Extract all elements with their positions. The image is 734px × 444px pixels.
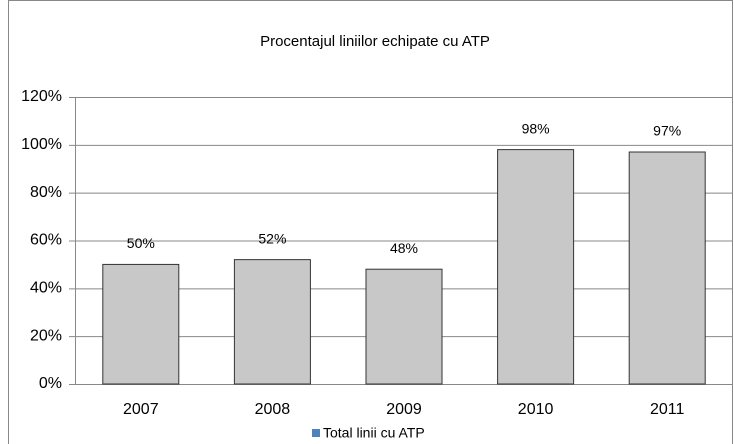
- x-tick-label: 2009: [386, 401, 422, 418]
- data-label: 52%: [258, 230, 286, 246]
- data-label: 98%: [522, 120, 550, 136]
- chart-border: [8, 0, 733, 444]
- y-tick-label: 100%: [21, 136, 62, 153]
- bar: [233, 259, 311, 385]
- x-tick-label: 2007: [123, 401, 159, 418]
- data-label: 50%: [127, 235, 155, 251]
- data-label: 48%: [390, 240, 418, 256]
- legend-swatch: [312, 429, 320, 437]
- x-tick-label: 2011: [650, 401, 685, 418]
- legend-label: Total linii cu ATP: [323, 425, 425, 441]
- y-tick-label: 0%: [39, 375, 62, 392]
- data-label: 97%: [653, 123, 681, 139]
- chart-title: Procentajul liniilor echipate cu ATP: [260, 33, 490, 50]
- y-tick-label: 40%: [30, 280, 62, 297]
- bar: [497, 149, 575, 385]
- x-tick-label: 2010: [518, 401, 554, 418]
- x-tick-label: 2008: [255, 401, 291, 418]
- bar: [102, 263, 180, 385]
- y-tick-label: 20%: [30, 327, 62, 344]
- y-tick-label: 120%: [21, 88, 62, 105]
- y-tick-label: 60%: [30, 232, 62, 249]
- y-tick-label: 80%: [30, 184, 62, 201]
- bar: [365, 268, 443, 385]
- bar: [628, 151, 706, 385]
